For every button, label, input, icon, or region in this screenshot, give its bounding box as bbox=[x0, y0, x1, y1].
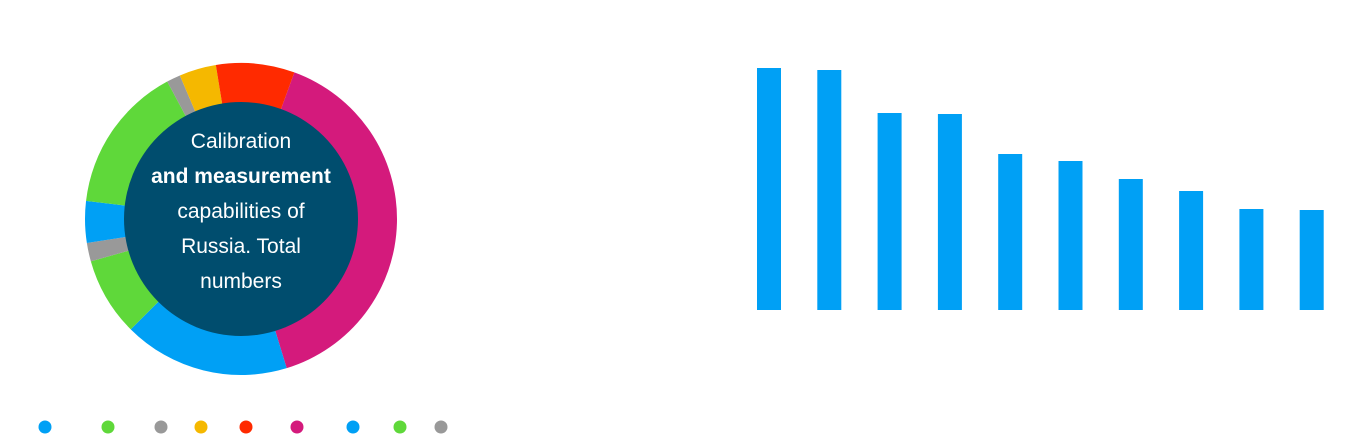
donut-slice-7 bbox=[167, 75, 198, 121]
legend-swatch-9 bbox=[434, 420, 448, 434]
legend-swatch-6 bbox=[290, 420, 304, 434]
donut-slice-6 bbox=[86, 81, 189, 207]
donut-slice-9 bbox=[215, 63, 295, 114]
donut-slice-4 bbox=[86, 236, 134, 262]
center-label-line-3: capabilities of bbox=[177, 200, 304, 223]
bar-1 bbox=[757, 68, 781, 310]
center-label-line-4: Russia. Total bbox=[181, 235, 301, 258]
legend-swatch-2 bbox=[101, 420, 115, 434]
bar-9 bbox=[1239, 209, 1264, 310]
center-label-line-5: numbers bbox=[200, 270, 282, 293]
legend-swatch-3 bbox=[154, 420, 168, 434]
legend bbox=[38, 420, 448, 434]
bar-6 bbox=[1058, 161, 1083, 310]
bar-5 bbox=[998, 154, 1023, 310]
bar-3 bbox=[877, 113, 902, 310]
donut-slice-8 bbox=[179, 65, 223, 116]
legend-swatch-7 bbox=[346, 420, 360, 434]
legend-swatch-8 bbox=[393, 420, 407, 434]
donut-center-label: Calibration and measurement capabilities o… bbox=[151, 130, 331, 293]
donut-slice-1 bbox=[273, 72, 397, 369]
donut-slice-5 bbox=[84, 200, 131, 244]
center-label-line-2: and measurement bbox=[151, 165, 331, 188]
bar-4 bbox=[937, 114, 962, 310]
legend-swatch-4 bbox=[194, 420, 208, 434]
bar-chart bbox=[757, 68, 1324, 310]
legend-swatch-1 bbox=[38, 420, 52, 434]
donut-slice-3 bbox=[90, 249, 162, 330]
bar-2 bbox=[817, 70, 842, 310]
legend-swatch-5 bbox=[239, 420, 253, 434]
donut-center bbox=[124, 102, 358, 336]
bar-7 bbox=[1118, 179, 1143, 310]
donut-chart bbox=[84, 63, 397, 376]
bar-10 bbox=[1299, 210, 1324, 310]
center-label-line-1: Calibration bbox=[191, 130, 291, 153]
donut-slice-2 bbox=[130, 298, 287, 376]
bar-8 bbox=[1179, 191, 1204, 310]
